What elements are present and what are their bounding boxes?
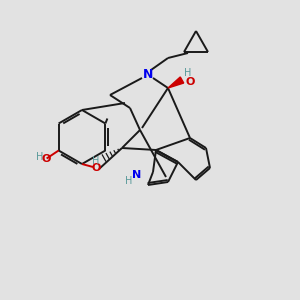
- Text: H: H: [36, 152, 43, 161]
- Text: H: H: [125, 176, 133, 186]
- Text: N: N: [143, 68, 153, 82]
- Text: O: O: [91, 163, 101, 173]
- Text: H: H: [184, 68, 192, 78]
- Text: H: H: [92, 156, 100, 166]
- Text: N: N: [132, 170, 142, 180]
- Text: O: O: [42, 154, 51, 164]
- Polygon shape: [168, 77, 184, 88]
- Text: O: O: [185, 77, 195, 87]
